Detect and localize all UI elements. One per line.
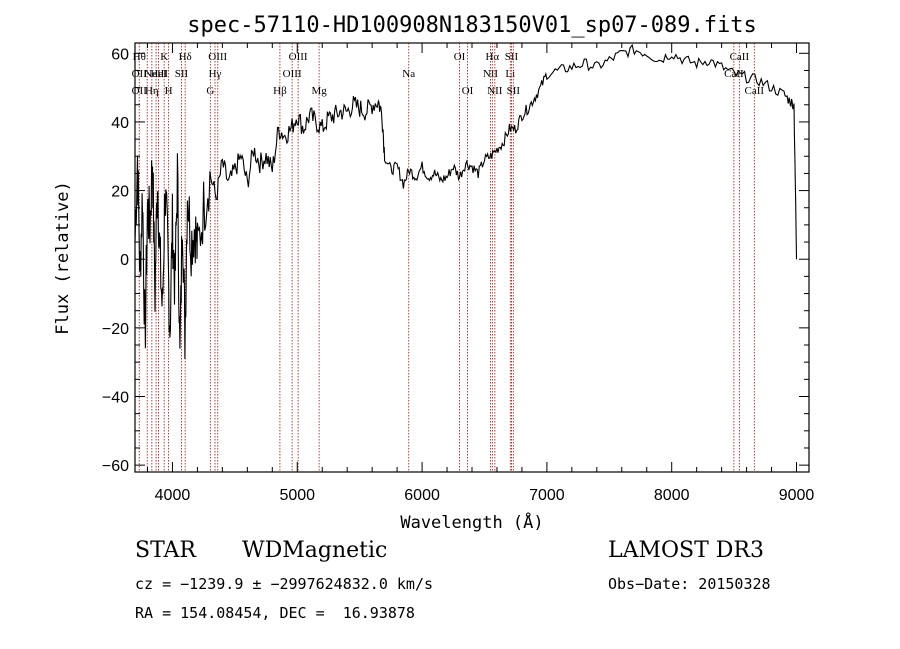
x-tick-label: 4000 [155,487,191,504]
spectrum-line [134,43,798,360]
line-marker-label: SII [505,51,519,63]
y-tick-label: −60 [102,458,129,475]
object-class: STAR [135,538,196,563]
line-marker-label: K [160,51,168,63]
line-marker-label: Hη [145,85,159,97]
y-tick-label: 40 [111,115,129,132]
line-marker-label: HeI [150,68,167,80]
line-marker-label: G [206,85,214,97]
y-axis-label: Flux (relative) [53,181,73,335]
line-marker-label: Mg [311,85,327,97]
y-tick-label: −20 [102,321,129,338]
line-marker-label: CaII [745,85,765,97]
plot-frame [134,42,810,473]
y-tick-label: 60 [111,46,129,63]
y-axis: −60 −40 −20 0 20 40 60 [102,46,809,475]
line-marker-label: Li [505,68,515,80]
line-marker-label: OIII [289,51,308,63]
coordinates-readout: RA = 154.08454, DEC = 16.93878 [135,604,415,622]
y-tick-label: −40 [102,389,129,406]
line-marker-label: SII [175,68,189,80]
emission-line-markers: HθOIIOIIHηNeIIIHeIKHSIIHδGHγOIIIHβOIIIOI… [132,43,765,472]
x-tick-label: 7000 [529,487,565,504]
line-marker-label: OI [462,85,474,97]
line-marker-label: NII [487,85,503,97]
x-axis-label: Wavelength (Å) [400,511,543,533]
line-marker-label: OIII [208,51,227,63]
line-marker-label: Hδ [179,51,192,63]
x-tick-label: 8000 [654,487,690,504]
line-marker-label: CaII [724,68,744,80]
observation-date: Obs−Date: 20150328 [608,575,771,593]
line-marker-label: CaII [730,51,750,63]
line-marker-label: Hβ [273,85,287,97]
line-marker-label: OIII [283,68,302,80]
line-marker-label: SII [507,85,521,97]
line-marker-label: Na [402,68,415,80]
line-marker-label: NeIII [144,68,168,80]
y-tick-label: 20 [111,184,129,201]
line-marker-label: Hα [485,51,499,63]
redshift-readout: cz = −1239.9 ± −2997624832.0 km/s [135,575,434,593]
line-marker-label: Hθ [133,51,146,63]
line-marker-label: NII [483,68,499,80]
x-tick-label: 6000 [404,487,440,504]
y-tick-label: 0 [120,252,129,269]
survey-name: LAMOST DR3 [608,538,764,563]
chart-title: spec-57110-HD100908N183150V01_sp07-089.f… [187,13,757,38]
x-axis: 4000 5000 6000 7000 8000 9000 [146,43,815,504]
x-tick-label: 5000 [279,487,315,504]
line-marker-label: H [165,85,173,97]
line-marker-label: OI [454,51,466,63]
x-tick-label: 9000 [779,487,815,504]
object-subclass: WDMagnetic [242,538,388,563]
line-marker-label: Hγ [209,68,222,80]
